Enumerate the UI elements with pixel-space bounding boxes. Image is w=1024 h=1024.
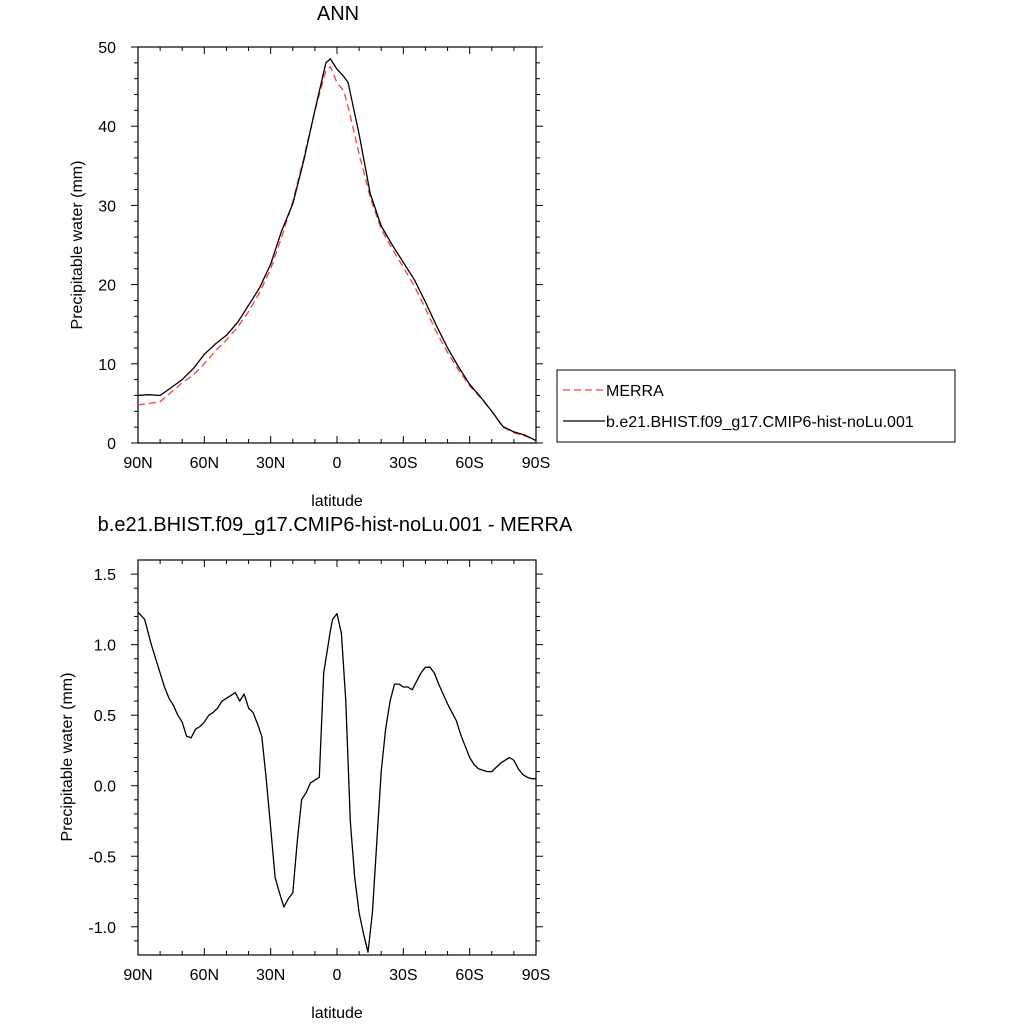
merra-line bbox=[137, 66, 537, 442]
x-tick-label: 90S bbox=[522, 455, 550, 472]
y-tick-label: -1.0 bbox=[88, 920, 116, 937]
x-tick-label: 60S bbox=[455, 455, 483, 472]
legend-label-merra: MERRA bbox=[606, 383, 664, 400]
difference-line bbox=[137, 611, 536, 953]
x-tick-label: 90N bbox=[123, 967, 152, 984]
x-tick-label: 90N bbox=[123, 455, 152, 472]
chart-top-ticks: 90N 60N 30N 0 30S 60S 90S 0 10 20 30 40 50 bbox=[98, 40, 550, 472]
x-tick-label: 90S bbox=[522, 967, 550, 984]
y-tick-label: 1.0 bbox=[94, 638, 116, 655]
chart-bottom-xlabel: latitude bbox=[311, 1005, 363, 1022]
chart-bottom: b.e21.BHIST.f09_g17.CMIP6-hist-noLu.001 … bbox=[59, 514, 573, 1022]
chart-top: ANN 90N 60N 30N 0 30S 60S 90S 0 10 20 30 40 50 latit… bbox=[69, 3, 550, 510]
chart-bottom-ticks: 90N 60N 30N 0 30S 60S 90S -1.0 -0.5 0.0 0.5 1.0 1.5 bbox=[88, 560, 550, 984]
x-tick-label: 30N bbox=[256, 967, 285, 984]
chart-bottom-ylabel: Precipitable water (mm) bbox=[59, 673, 76, 842]
chart-top-xlabel: latitude bbox=[311, 493, 363, 510]
x-tick-label: 30N bbox=[256, 455, 285, 472]
legend: MERRA b.e21.BHIST.f09_g17.CMIP6-hist-noL… bbox=[556, 369, 956, 443]
chart-bottom-title: b.e21.BHIST.f09_g17.CMIP6-hist-noLu.001 … bbox=[98, 514, 573, 536]
y-tick-label: 0.5 bbox=[94, 708, 116, 725]
x-tick-label: 0 bbox=[333, 455, 342, 472]
y-tick-label: 0 bbox=[107, 436, 116, 453]
x-tick-label: 60N bbox=[190, 455, 219, 472]
x-tick-label: 60N bbox=[190, 967, 219, 984]
y-tick-label: 40 bbox=[98, 119, 116, 136]
chart-top-frame bbox=[137, 46, 537, 444]
chart-top-ylabel: Precipitable water (mm) bbox=[69, 161, 86, 330]
y-tick-label: 20 bbox=[98, 278, 116, 295]
y-tick-label: -0.5 bbox=[88, 849, 116, 866]
chart-bottom-frame bbox=[137, 559, 537, 956]
y-tick-label: 50 bbox=[98, 40, 116, 57]
chart-bottom-series bbox=[137, 611, 536, 953]
x-tick-label: 30S bbox=[389, 455, 417, 472]
x-tick-label: 60S bbox=[455, 967, 483, 984]
legend-label-model: b.e21.BHIST.f09_g17.CMIP6-hist-noLu.001 bbox=[606, 414, 914, 431]
y-tick-label: 30 bbox=[98, 198, 116, 215]
y-tick-label: 1.5 bbox=[94, 567, 116, 584]
y-tick-label: 10 bbox=[98, 357, 116, 374]
model-line bbox=[137, 58, 537, 442]
x-tick-label: 30S bbox=[389, 967, 417, 984]
chart-top-title: ANN bbox=[317, 3, 359, 25]
x-tick-label: 0 bbox=[333, 967, 342, 984]
chart-top-series bbox=[137, 58, 537, 442]
legend-box bbox=[556, 369, 956, 443]
y-tick-label: 0.0 bbox=[94, 779, 116, 796]
